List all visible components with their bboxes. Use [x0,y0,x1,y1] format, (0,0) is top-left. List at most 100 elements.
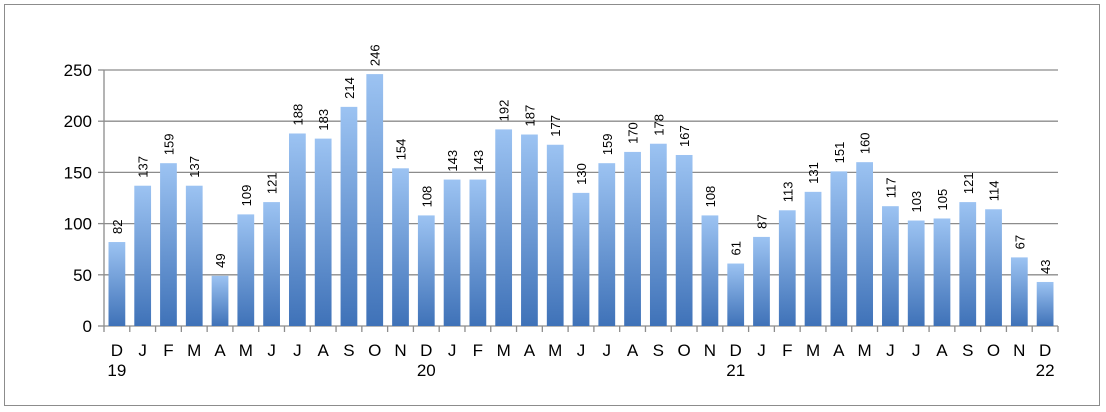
x-tick-label: J [757,341,766,360]
bar [134,185,152,326]
bar [572,192,590,326]
x-tick-label: D [1039,341,1051,360]
bar [495,129,513,326]
x-tick-label: A [833,341,845,360]
bar [263,202,280,326]
bar [314,138,332,326]
data-label: 167 [677,125,692,147]
bar [469,179,487,326]
data-label: 170 [626,122,641,144]
year-label: 20 [417,361,436,380]
bar [985,209,1002,326]
x-tick-label: O [987,341,1000,360]
data-label: 183 [316,109,331,131]
data-label: 214 [342,77,357,99]
data-label: 43 [1038,259,1053,273]
data-label: 108 [419,186,434,208]
y-tick-label: 200 [64,112,92,131]
bar [417,215,435,326]
bar [160,163,177,326]
bar [933,218,951,326]
x-tick-label: M [497,341,511,360]
bar [907,220,925,326]
x-tick-label: A [627,341,639,360]
year-label: 22 [1036,361,1055,380]
data-label: 178 [651,114,666,136]
data-label: 143 [445,150,460,172]
x-tick-label: J [912,341,921,360]
data-label: 121 [961,172,976,194]
data-label: 49 [213,253,228,267]
data-label: 154 [394,139,409,161]
bar [443,179,461,326]
x-tick-label: O [368,341,381,360]
year-label: 21 [726,361,745,380]
x-tick-label: S [653,341,664,360]
y-tick-label: 0 [83,317,92,336]
bar [1036,281,1054,326]
x-tick-label: A [524,341,536,360]
bar [778,210,796,326]
data-label: 143 [471,150,486,172]
x-tick-label: J [603,341,612,360]
bar [366,74,384,326]
data-label: 61 [729,241,744,255]
data-label: 105 [935,189,950,211]
x-tick-label: F [163,341,173,360]
data-label: 137 [136,156,151,178]
bar [237,214,255,326]
data-label: 188 [290,104,305,126]
x-tick-label: M [239,341,253,360]
data-label: 137 [187,156,202,178]
y-tick-label: 150 [64,163,92,182]
x-tick-label: S [343,341,354,360]
data-label: 151 [832,142,847,164]
x-tick-label: M [806,341,820,360]
x-tick-label: F [782,341,792,360]
bar [598,163,616,326]
bar [675,154,693,326]
data-label: 117 [883,177,898,198]
bar [804,191,822,326]
bar [856,162,874,326]
bar [959,202,977,326]
data-label: 87 [754,214,769,228]
x-tick-label: M [187,341,201,360]
bar [830,171,848,326]
x-tick-label: M [858,341,872,360]
bar [1010,257,1028,326]
x-tick-label: O [678,341,691,360]
data-label: 114 [987,181,1002,202]
data-label: 82 [110,220,125,234]
data-label: 159 [161,133,176,155]
year-label: 19 [107,361,126,380]
bar [649,143,667,326]
x-tick-label: S [962,341,973,360]
data-label: 67 [1012,235,1027,249]
data-label: 113 [780,182,795,203]
data-label: 192 [497,100,512,122]
bar [701,215,719,326]
data-label: 177 [548,115,563,137]
x-tick-label: D [730,341,742,360]
bar [546,144,564,326]
x-tick-label: A [214,341,226,360]
data-label: 103 [909,191,924,213]
x-tick-label: J [577,341,586,360]
x-tick-label: M [548,341,562,360]
data-label: 131 [806,162,821,184]
bar [211,275,229,326]
bar [753,236,770,326]
x-tick-label: N [394,341,406,360]
bar [727,263,745,326]
x-tick-label: J [267,341,276,360]
y-tick-label: 250 [64,61,92,80]
data-label: 187 [522,105,537,127]
x-tick-label: J [138,341,147,360]
x-tick-label: A [936,341,948,360]
x-tick-label: D [111,341,123,360]
y-tick-label: 100 [64,215,92,234]
data-label: 160 [858,132,873,154]
x-tick-label: N [704,341,716,360]
